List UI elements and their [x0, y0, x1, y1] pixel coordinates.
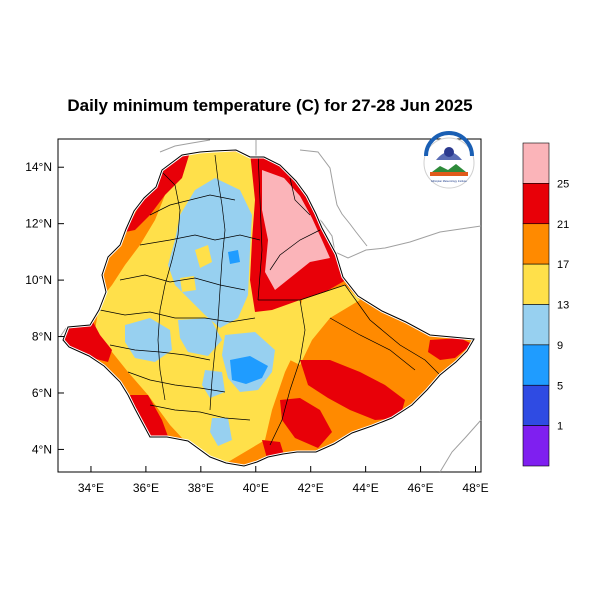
x-tick-label: 40°E	[243, 481, 269, 495]
chart-title: Daily minimum temperature (C) for 27-28 …	[67, 96, 473, 115]
legend-swatch	[522, 183, 550, 225]
y-axis: 14°N 12°N 10°N 8°N 6°N 4°N	[25, 160, 64, 456]
x-tick-label: 38°E	[188, 481, 214, 495]
x-tick-label: 34°E	[78, 481, 104, 495]
institute-logo: Ethiopian Meteorology Institute	[423, 131, 475, 189]
legend-label: 5	[557, 380, 563, 392]
legend-swatch	[522, 142, 550, 184]
y-tick-label: 14°N	[25, 160, 52, 174]
y-tick-label: 10°N	[25, 273, 52, 287]
x-tick-label: 46°E	[407, 481, 433, 495]
x-tick-label: 44°E	[353, 481, 379, 495]
legend-label: 9	[557, 340, 563, 352]
legend: 25 21 17 13 9 5 1	[522, 142, 569, 467]
x-tick-label: 48°E	[462, 481, 488, 495]
admin-boundaries	[99, 151, 446, 446]
legend-label: 21	[557, 219, 569, 231]
x-tick-label: 36°E	[133, 481, 159, 495]
x-tick-label: 42°E	[298, 481, 324, 495]
legend-swatch	[522, 263, 550, 305]
y-tick-label: 4°N	[32, 442, 52, 456]
legend-label: 25	[557, 178, 569, 190]
legend-label: 1	[557, 421, 563, 433]
legend-swatch	[522, 344, 550, 386]
logo-bottom-text: Ethiopian Meteorology Institute	[431, 179, 467, 183]
y-tick-label: 8°N	[32, 330, 52, 344]
neighbor-borders	[59, 139, 482, 473]
legend-label: 13	[557, 300, 569, 312]
legend-swatch	[522, 223, 550, 265]
legend-swatch	[522, 425, 550, 467]
y-tick-label: 12°N	[25, 217, 52, 231]
legend-swatch	[522, 304, 550, 346]
x-axis: 34°E 36°E 38°E 40°E 42°E 44°E 46°E 48°E	[78, 466, 489, 495]
y-tick-label: 6°N	[32, 386, 52, 400]
legend-label: 17	[557, 259, 569, 271]
legend-swatch	[522, 384, 550, 426]
